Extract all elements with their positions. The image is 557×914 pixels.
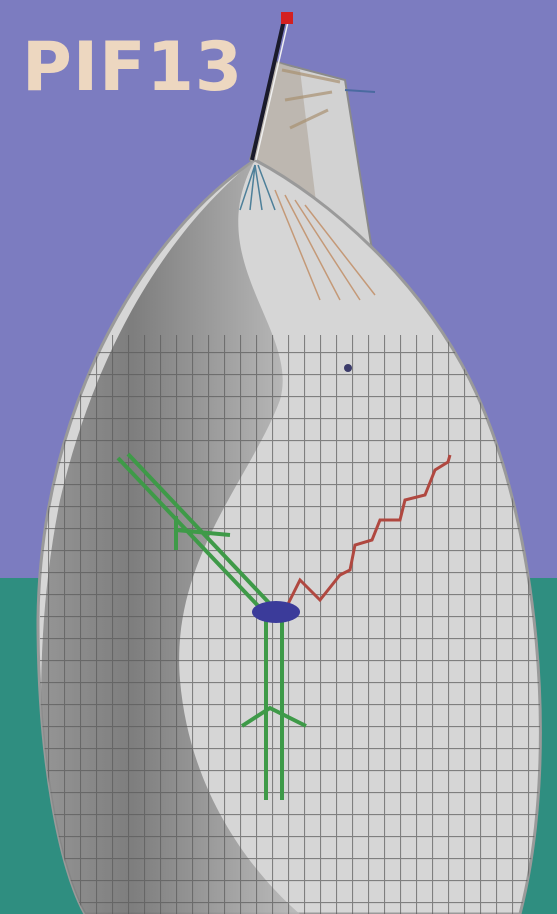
red-flag-icon [281,12,293,24]
mast-pole [250,19,286,161]
harness-risers [116,452,307,800]
spring-line [283,454,452,611]
canopy-grid [40,335,540,914]
page-title: PIF13 [22,28,244,107]
suspension-lines [239,164,376,301]
pilot-body [252,601,300,623]
marker-dot [344,364,352,372]
